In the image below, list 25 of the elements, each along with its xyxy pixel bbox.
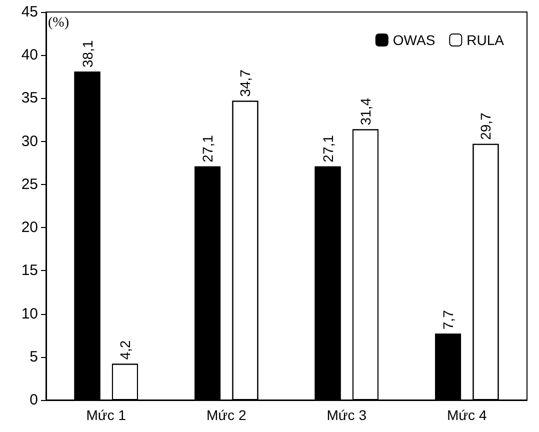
- data-label: 7,7: [440, 310, 456, 330]
- y-tick-label: 30: [21, 132, 38, 150]
- y-tick-label: 45: [21, 4, 38, 20]
- data-label: 31,4: [357, 98, 374, 126]
- x-tick-label: Mức 3: [326, 407, 367, 423]
- data-label: 34,7: [237, 69, 254, 97]
- data-label: 29,7: [478, 112, 494, 140]
- x-tick-label: Mức 4: [447, 407, 487, 423]
- y-axis-title: (%): [48, 16, 70, 30]
- legend-label: RULA: [466, 32, 505, 48]
- y-tick-label: 25: [21, 176, 38, 193]
- x-tick-label: Mức 1: [86, 407, 126, 423]
- y-tick-label: 10: [21, 305, 38, 322]
- data-label: 38,1: [79, 40, 96, 68]
- y-tick-label: 20: [21, 219, 38, 236]
- data-label: 27,1: [320, 134, 336, 162]
- data-label: 27,1: [200, 134, 216, 162]
- x-tick-label: Mức 2: [206, 407, 246, 423]
- y-tick-label: 15: [21, 262, 38, 280]
- y-tick-label: 0: [30, 392, 38, 408]
- y-tick-label: 5: [30, 348, 38, 366]
- legend-label: OWAS: [392, 32, 436, 48]
- data-label: 4,2: [116, 340, 133, 360]
- y-tick-label: 35: [21, 90, 38, 107]
- y-tick-label: 40: [21, 46, 38, 64]
